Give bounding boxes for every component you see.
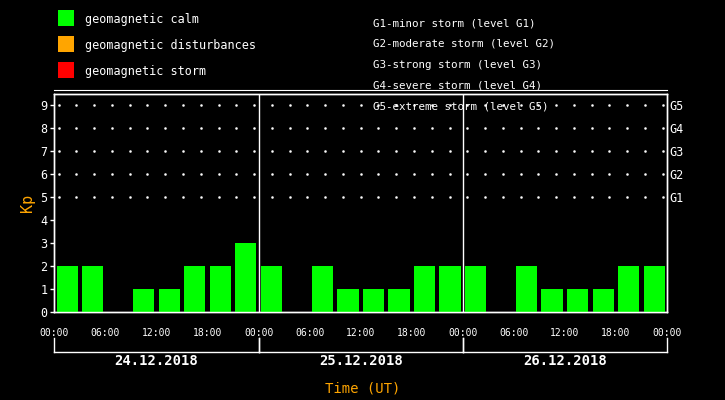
Y-axis label: Kp: Kp (20, 194, 35, 212)
Bar (567, 289, 588, 312)
Bar (312, 266, 333, 312)
Text: 00:00: 00:00 (652, 328, 682, 338)
Text: Time (UT): Time (UT) (325, 382, 400, 396)
Text: 00:00: 00:00 (448, 328, 478, 338)
Text: G2-moderate storm (level G2): G2-moderate storm (level G2) (373, 39, 555, 49)
Bar (414, 266, 435, 312)
Bar (362, 289, 384, 312)
Bar (644, 266, 665, 312)
Bar (389, 289, 410, 312)
Bar (516, 266, 537, 312)
Text: 12:00: 12:00 (346, 328, 376, 338)
Bar (184, 266, 205, 312)
Bar (337, 289, 359, 312)
Text: 06:00: 06:00 (91, 328, 120, 338)
Text: 12:00: 12:00 (550, 328, 579, 338)
Bar (592, 289, 614, 312)
Text: 18:00: 18:00 (193, 328, 223, 338)
Text: G5-extreme storm (level G5): G5-extreme storm (level G5) (373, 101, 549, 111)
Text: 24.12.2018: 24.12.2018 (115, 354, 199, 368)
Bar (57, 266, 78, 312)
Bar (133, 289, 154, 312)
Text: 18:00: 18:00 (397, 328, 426, 338)
Text: geomagnetic calm: geomagnetic calm (85, 13, 199, 26)
Text: 06:00: 06:00 (295, 328, 324, 338)
Bar (465, 266, 486, 312)
Bar (210, 266, 231, 312)
Text: 25.12.2018: 25.12.2018 (319, 354, 402, 368)
Bar (159, 289, 180, 312)
Bar (439, 266, 460, 312)
Text: geomagnetic storm: geomagnetic storm (85, 65, 206, 78)
Text: 12:00: 12:00 (142, 328, 171, 338)
Bar (618, 266, 639, 312)
Text: 00:00: 00:00 (40, 328, 69, 338)
Text: geomagnetic disturbances: geomagnetic disturbances (85, 39, 256, 52)
Bar (235, 243, 257, 312)
Text: G1-minor storm (level G1): G1-minor storm (level G1) (373, 18, 536, 28)
Text: 06:00: 06:00 (499, 328, 529, 338)
Bar (261, 266, 282, 312)
Text: G3-strong storm (level G3): G3-strong storm (level G3) (373, 60, 542, 70)
Text: G4-severe storm (level G4): G4-severe storm (level G4) (373, 80, 542, 90)
Text: 26.12.2018: 26.12.2018 (523, 354, 607, 368)
Bar (542, 289, 563, 312)
Text: 18:00: 18:00 (601, 328, 631, 338)
Bar (82, 266, 103, 312)
Text: 00:00: 00:00 (244, 328, 273, 338)
